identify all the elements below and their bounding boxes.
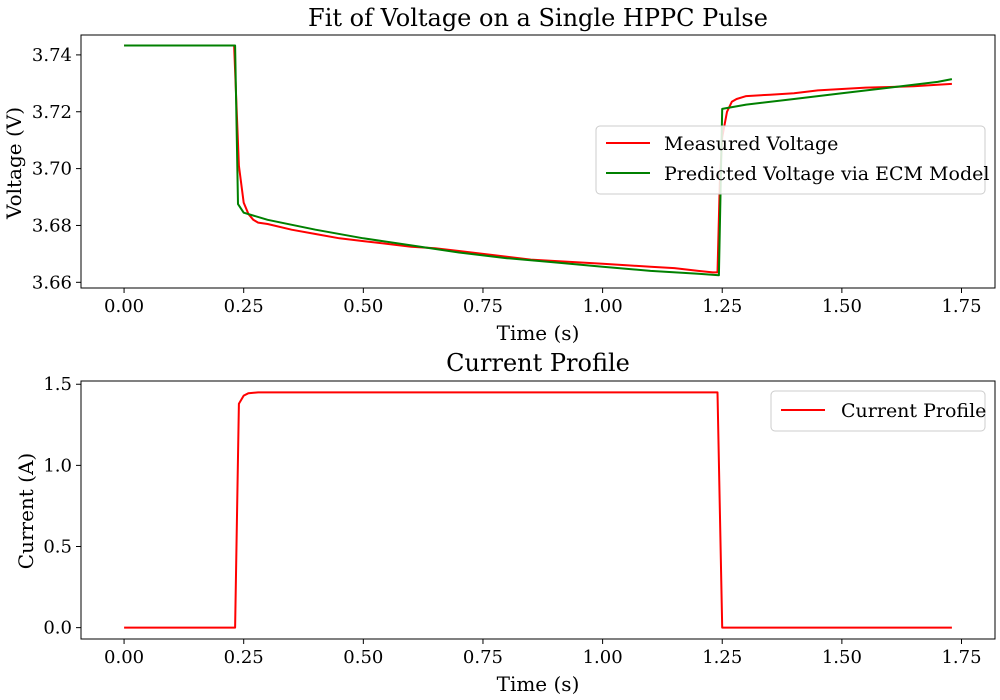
current-chart-xlabel: Time (s): [497, 672, 580, 696]
voltage-chart-frame: [80, 34, 996, 289]
y-tick-label: 3.74: [32, 45, 72, 66]
y-tick-label: 3.72: [32, 102, 72, 123]
x-tick-label: 0.75: [463, 647, 503, 668]
x-tick-label: 0.50: [343, 647, 383, 668]
voltage-legend-label-predicted: Predicted Voltage via ECM Model: [664, 163, 989, 185]
y-tick-label: 3.70: [32, 159, 72, 180]
series-line-measured-voltage: [124, 44, 952, 274]
voltage-legend-label-measured: Measured Voltage: [664, 133, 838, 155]
x-tick-label: 0.25: [224, 296, 264, 317]
current-chart-ticks: 0.00 0.25 0.50 0.75 1.00 1.25 1.50 1.75 0.0 0.5 1.…: [43, 374, 981, 668]
x-tick-label: 0.00: [104, 647, 144, 668]
x-tick-label: 1.50: [822, 296, 862, 317]
voltage-chart-ticks: 0.00 0.25 0.50 0.75 1.00 1.25 1.50 1.75 3.66 3.68…: [32, 45, 982, 317]
current-chart: Current Profile Time (s) Current (A) 0.0…: [14, 349, 996, 696]
voltage-chart-title: Fit of Voltage on a Single HPPC Pulse: [308, 4, 768, 32]
voltage-chart-legend: Measured Voltage Predicted Voltage via E…: [595, 125, 989, 195]
voltage-legend-box: [595, 125, 986, 195]
y-tick-label: 1.0: [43, 455, 72, 476]
current-chart-ylabel: Current (A): [14, 453, 38, 569]
y-tick-label: 3.68: [32, 215, 72, 236]
y-tick-label: 3.66: [32, 272, 72, 293]
current-chart-frame: [80, 380, 996, 640]
y-tick-label: 0.0: [43, 618, 72, 639]
voltage-chart: Fit of Voltage on a Single HPPC Pulse Ti…: [2, 4, 996, 345]
x-tick-label: 0.50: [343, 296, 383, 317]
voltage-chart-series: [124, 44, 953, 277]
current-chart-series: [124, 391, 952, 629]
voltage-chart-ylabel: Voltage (V): [2, 107, 26, 220]
current-legend-box: [770, 390, 986, 432]
x-tick-label: 0.00: [104, 296, 144, 317]
x-tick-label: 1.25: [702, 647, 742, 668]
x-tick-label: 0.75: [463, 296, 503, 317]
series-line-predicted-voltage-via-ecm-model: [124, 44, 953, 277]
x-tick-label: 1.00: [583, 647, 623, 668]
x-tick-label: 1.75: [941, 647, 981, 668]
current-chart-title: Current Profile: [446, 349, 630, 377]
current-chart-legend: Current Profile: [770, 390, 986, 432]
series-line-current-profile: [124, 391, 952, 629]
x-tick-label: 0.25: [224, 647, 264, 668]
x-tick-label: 1.25: [702, 296, 742, 317]
y-tick-label: 0.5: [43, 537, 72, 558]
current-legend-label: Current Profile: [841, 400, 986, 422]
y-tick-label: 1.5: [43, 374, 72, 395]
x-tick-label: 1.50: [822, 647, 862, 668]
x-tick-label: 1.00: [583, 296, 623, 317]
x-tick-label: 1.75: [941, 296, 981, 317]
voltage-chart-xlabel: Time (s): [497, 321, 580, 345]
